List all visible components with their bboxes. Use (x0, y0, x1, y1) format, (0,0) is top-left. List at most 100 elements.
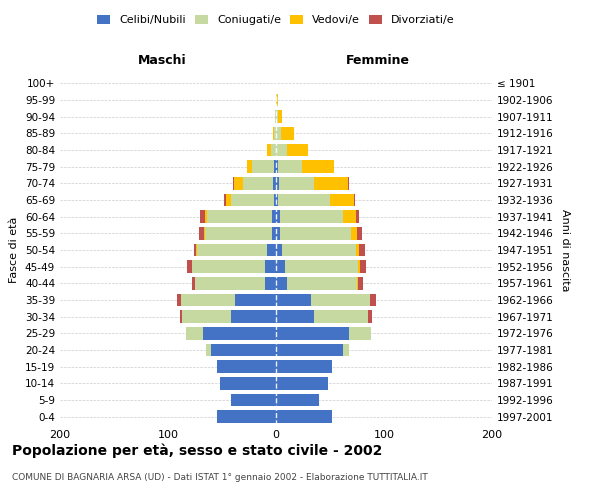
Bar (280, 210, 343, 223)
Bar (356, 210, 359, 223)
Y-axis label: Anni di nascita: Anni di nascita (560, 208, 570, 291)
Bar (230, 194, 274, 206)
Bar (272, 210, 276, 223)
Bar (224, 194, 226, 206)
Bar (217, 360, 276, 373)
Bar (276, 110, 278, 123)
Bar (281, 127, 295, 140)
Bar (230, 394, 276, 406)
Bar (276, 227, 280, 239)
Bar (314, 310, 368, 323)
Bar (330, 194, 354, 206)
Bar (278, 194, 330, 206)
Bar (370, 294, 376, 306)
Bar (235, 294, 276, 306)
Bar (278, 160, 302, 173)
Bar (265, 277, 276, 289)
Bar (358, 260, 360, 273)
Bar (242, 177, 273, 190)
Bar (276, 144, 287, 156)
Bar (182, 310, 230, 323)
Bar (276, 160, 278, 173)
Bar (276, 410, 332, 423)
Bar (217, 410, 276, 423)
Bar (284, 260, 358, 273)
Bar (311, 294, 370, 306)
Bar (276, 260, 284, 273)
Bar (187, 327, 203, 340)
Bar (252, 160, 274, 173)
Bar (194, 244, 196, 256)
Bar (203, 327, 276, 340)
Bar (205, 227, 272, 239)
Bar (197, 244, 268, 256)
Bar (283, 244, 356, 256)
Bar (276, 127, 281, 140)
Bar (357, 277, 358, 289)
Bar (220, 377, 276, 390)
Bar (203, 227, 205, 239)
Text: Popolazione per età, sesso e stato civile - 2002: Popolazione per età, sesso e stato civil… (12, 444, 382, 458)
Bar (196, 244, 197, 256)
Bar (181, 294, 235, 306)
Bar (343, 210, 356, 223)
Legend: Celibi/Nubili, Coniugati/e, Vedovi/e, Divorziati/e: Celibi/Nubili, Coniugati/e, Vedovi/e, Di… (93, 10, 459, 30)
Bar (276, 377, 328, 390)
Bar (274, 127, 276, 140)
Bar (314, 177, 349, 190)
Bar (356, 244, 359, 256)
Bar (272, 227, 276, 239)
Bar (278, 110, 283, 123)
Bar (357, 227, 362, 239)
Bar (176, 294, 181, 306)
Bar (276, 94, 277, 106)
Text: COMUNE DI BAGNARIA ARSA (UD) - Dati ISTAT 1° gennaio 2002 - Elaborazione TUTTITA: COMUNE DI BAGNARIA ARSA (UD) - Dati ISTA… (12, 473, 428, 482)
Bar (276, 177, 279, 190)
Bar (276, 294, 311, 306)
Bar (273, 177, 276, 190)
Bar (276, 327, 349, 340)
Bar (274, 194, 276, 206)
Bar (199, 227, 203, 239)
Bar (287, 144, 308, 156)
Bar (265, 260, 276, 273)
Bar (234, 177, 242, 190)
Bar (276, 344, 343, 356)
Bar (276, 244, 283, 256)
Bar (343, 344, 349, 356)
Bar (280, 227, 350, 239)
Bar (354, 194, 355, 206)
Bar (302, 160, 334, 173)
Bar (233, 177, 234, 190)
Bar (206, 344, 211, 356)
Bar (180, 310, 182, 323)
Bar (274, 160, 276, 173)
Bar (205, 210, 207, 223)
Bar (192, 277, 195, 289)
Bar (268, 244, 276, 256)
Bar (359, 244, 365, 256)
Bar (349, 327, 371, 340)
Bar (271, 144, 276, 156)
Text: Femmine: Femmine (346, 54, 410, 68)
Bar (276, 210, 280, 223)
Bar (276, 360, 332, 373)
Bar (230, 310, 276, 323)
Bar (226, 194, 230, 206)
Bar (192, 260, 265, 273)
Bar (368, 310, 372, 323)
Bar (276, 277, 287, 289)
Bar (276, 394, 319, 406)
Bar (276, 194, 278, 206)
Bar (277, 94, 278, 106)
Bar (207, 210, 272, 223)
Y-axis label: Fasce di età: Fasce di età (10, 217, 19, 283)
Bar (275, 110, 276, 123)
Bar (268, 144, 271, 156)
Bar (247, 160, 252, 173)
Bar (279, 177, 314, 190)
Bar (195, 277, 265, 289)
Bar (358, 277, 364, 289)
Bar (360, 260, 365, 273)
Text: Maschi: Maschi (137, 54, 187, 68)
